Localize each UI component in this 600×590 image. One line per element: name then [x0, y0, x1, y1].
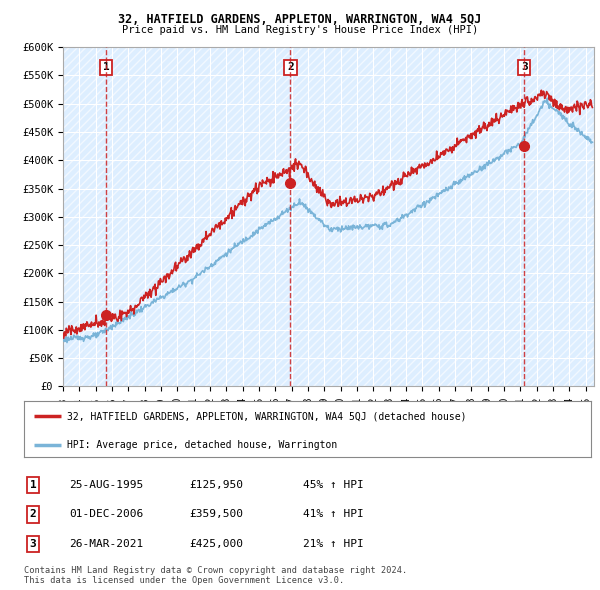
Text: £425,000: £425,000 [189, 539, 243, 549]
Text: 3: 3 [29, 539, 37, 549]
Text: 21% ↑ HPI: 21% ↑ HPI [303, 539, 364, 549]
Text: 26-MAR-2021: 26-MAR-2021 [69, 539, 143, 549]
Text: Price paid vs. HM Land Registry's House Price Index (HPI): Price paid vs. HM Land Registry's House … [122, 25, 478, 35]
Text: 1: 1 [29, 480, 37, 490]
Text: HPI: Average price, detached house, Warrington: HPI: Average price, detached house, Warr… [67, 440, 337, 450]
Text: 41% ↑ HPI: 41% ↑ HPI [303, 510, 364, 519]
Text: Contains HM Land Registry data © Crown copyright and database right 2024.
This d: Contains HM Land Registry data © Crown c… [24, 566, 407, 585]
Text: £125,950: £125,950 [189, 480, 243, 490]
Text: 32, HATFIELD GARDENS, APPLETON, WARRINGTON, WA4 5QJ (detached house): 32, HATFIELD GARDENS, APPLETON, WARRINGT… [67, 411, 466, 421]
Text: 25-AUG-1995: 25-AUG-1995 [69, 480, 143, 490]
Bar [63, 47, 594, 386]
Text: 3: 3 [521, 63, 527, 73]
Text: £359,500: £359,500 [189, 510, 243, 519]
Text: 2: 2 [287, 63, 294, 73]
Text: 01-DEC-2006: 01-DEC-2006 [69, 510, 143, 519]
Text: 1: 1 [103, 63, 110, 73]
Text: 32, HATFIELD GARDENS, APPLETON, WARRINGTON, WA4 5QJ: 32, HATFIELD GARDENS, APPLETON, WARRINGT… [118, 13, 482, 26]
Text: 2: 2 [29, 510, 37, 519]
Text: 45% ↑ HPI: 45% ↑ HPI [303, 480, 364, 490]
